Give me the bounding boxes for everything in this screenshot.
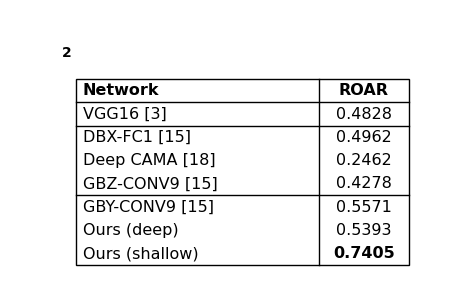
Text: 2: 2 [62,46,72,60]
Text: DBX-FC1 [15]: DBX-FC1 [15] [83,130,191,145]
Text: Ours (shallow): Ours (shallow) [83,246,199,261]
Text: Deep CAMA [18]: Deep CAMA [18] [83,153,215,168]
Text: Network: Network [83,83,159,98]
Text: ROAR: ROAR [339,83,389,98]
Text: 0.4828: 0.4828 [336,106,392,121]
Text: 0.2462: 0.2462 [336,153,391,168]
Text: 0.7405: 0.7405 [333,246,395,261]
Text: GBY-CONV9 [15]: GBY-CONV9 [15] [83,200,214,215]
Text: 0.5393: 0.5393 [336,223,391,238]
Text: GBZ-CONV9 [15]: GBZ-CONV9 [15] [83,176,218,191]
Bar [76,79,409,265]
Text: 0.4962: 0.4962 [336,130,391,145]
Text: VGG16 [3]: VGG16 [3] [83,106,166,121]
Text: 0.4278: 0.4278 [336,176,391,191]
Text: Ours (deep): Ours (deep) [83,223,178,238]
Text: 0.5571: 0.5571 [336,200,391,215]
